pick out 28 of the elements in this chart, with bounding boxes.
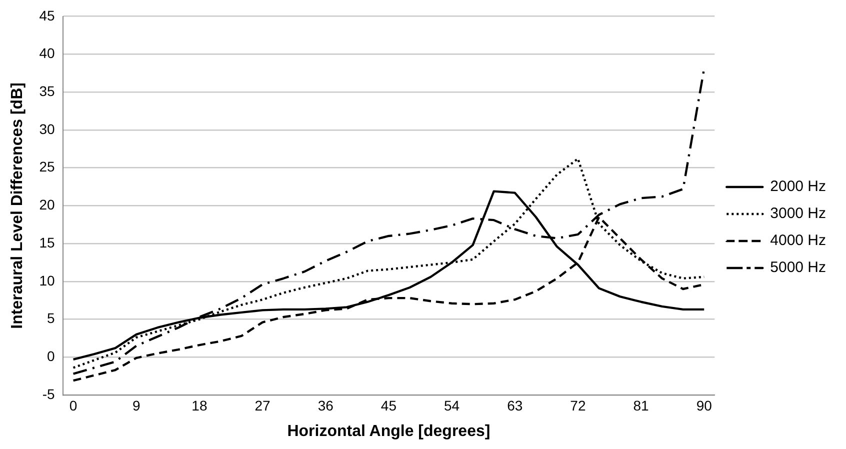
x-tick-label: 9 — [132, 397, 140, 414]
x-tick-label: 63 — [507, 397, 523, 414]
y-tick-label: 40 — [39, 45, 55, 62]
x-tick-label: 27 — [254, 397, 271, 414]
y-tick-label: 25 — [39, 158, 55, 175]
y-tick-label: -5 — [42, 386, 55, 402]
y-axis-title: Interaural Level Differences [dB] — [9, 82, 26, 329]
x-tick-label: 0 — [69, 397, 78, 414]
legend-label: 3000 Hz — [770, 205, 826, 222]
y-tick-label: 45 — [39, 7, 55, 24]
y-tick-label: 35 — [39, 82, 55, 99]
x-tick-label: 18 — [192, 397, 208, 414]
y-tick-label: 20 — [39, 196, 55, 213]
y-tick-label: 10 — [39, 272, 55, 288]
y-tick-label: 5 — [46, 310, 55, 326]
y-tick-label: 0 — [46, 348, 55, 364]
x-tick-label: 81 — [633, 397, 650, 414]
y-tick-label: 15 — [39, 234, 55, 250]
x-axis-title: Horizontal Angle [degrees] — [287, 422, 490, 440]
x-tick-label: 90 — [696, 397, 712, 414]
x-tick-label: 72 — [570, 397, 586, 414]
x-tick-label: 54 — [444, 397, 460, 414]
legend-label: 5000 Hz — [770, 259, 826, 276]
legend-label: 4000 Hz — [770, 232, 826, 250]
y-tick-label: 30 — [39, 120, 55, 137]
x-tick-label: 36 — [318, 397, 334, 414]
legend-label: 2000 Hz — [770, 178, 826, 196]
x-tick-label: 45 — [380, 397, 397, 414]
